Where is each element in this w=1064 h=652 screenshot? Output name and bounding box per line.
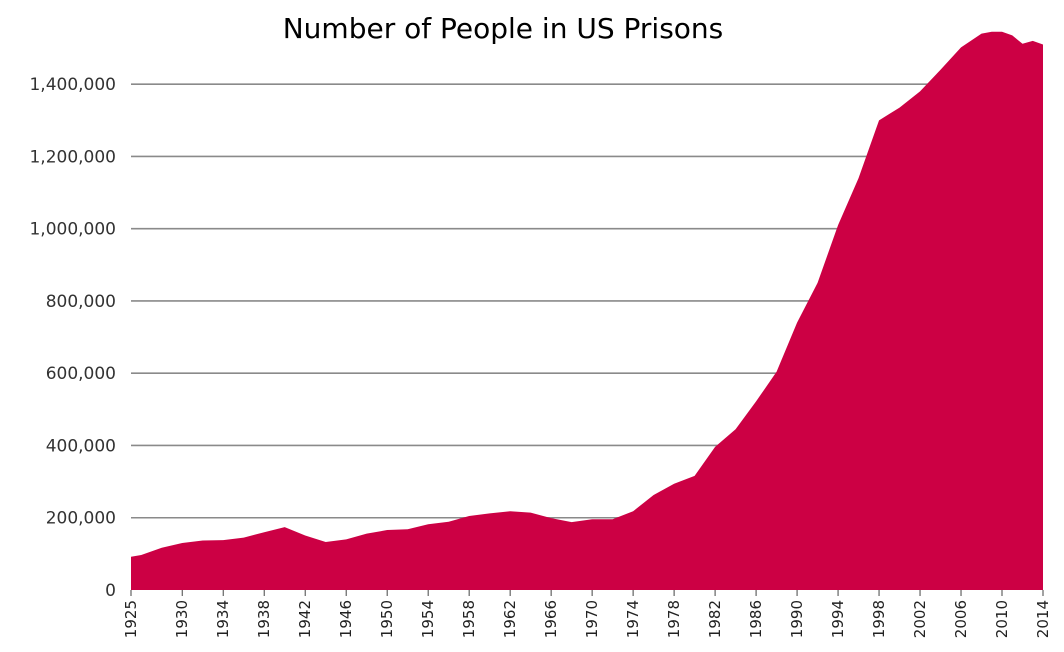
- y-tick-label: 600,000: [46, 364, 116, 384]
- x-tick-label: 1990: [788, 600, 806, 638]
- prison-population-area: [131, 31, 1043, 591]
- x-axis: 1925 1930 1934 1938 1942 1946 1950 1954 1958 1962…: [122, 590, 1052, 638]
- plot-area: [131, 31, 1043, 591]
- y-axis: 0 200,000 400,000 600,000 800,000 1,000,000 1,…: [29, 75, 116, 601]
- x-tick-label: 1934: [214, 600, 232, 638]
- x-tick-label: 2010: [993, 600, 1011, 638]
- x-tick-label: 1942: [296, 600, 314, 638]
- x-tick-label: 1954: [419, 600, 437, 638]
- x-tick-label: 1998: [870, 600, 888, 638]
- grid-lines: [131, 83, 1043, 519]
- x-tick-label: 1966: [542, 600, 560, 638]
- x-tick-label: 1974: [624, 600, 642, 638]
- x-tick-label: 1958: [460, 600, 478, 638]
- chart-title: Number of People in US Prisons: [283, 12, 724, 45]
- y-tick-label: 1,200,000: [29, 147, 116, 167]
- y-tick-label: 200,000: [46, 509, 116, 529]
- x-tick-label: 1994: [829, 600, 847, 638]
- y-tick-label: 1,000,000: [29, 220, 116, 240]
- y-tick-label: 1,400,000: [29, 75, 116, 95]
- x-tick-label: 1950: [378, 600, 396, 638]
- x-tick-label: 1970: [583, 600, 601, 638]
- y-tick-label: 400,000: [46, 436, 116, 456]
- x-tick-label: 1962: [501, 600, 519, 638]
- x-tick-label: 1938: [255, 600, 273, 638]
- x-tick-label: 1930: [173, 600, 191, 638]
- x-tick-label: 1946: [337, 600, 355, 638]
- y-tick-label: 800,000: [46, 292, 116, 312]
- y-tick-label: 0: [105, 581, 116, 601]
- x-tick-label: 2006: [952, 600, 970, 638]
- x-tick-label: 2002: [911, 600, 929, 638]
- x-tick-label: 1978: [665, 600, 683, 638]
- x-tick-label: 1925: [122, 600, 140, 638]
- x-tick-label: 1986: [747, 600, 765, 638]
- x-tick-label: 2014: [1034, 600, 1052, 638]
- x-tick-label: 1982: [706, 600, 724, 638]
